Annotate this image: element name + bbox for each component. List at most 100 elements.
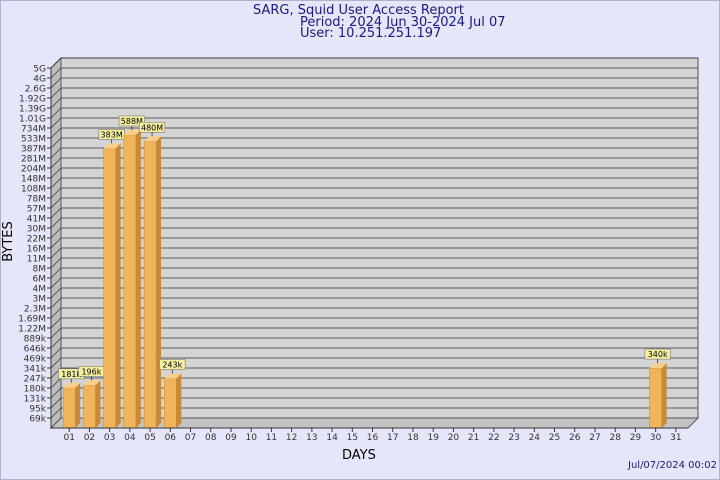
report-user: User: 10.251.251.197 (300, 26, 442, 41)
y-tick-label: 247k (24, 375, 47, 385)
bar-side (661, 363, 667, 428)
y-gridline-side (50, 217, 62, 229)
bar-side (75, 382, 81, 428)
data-label: 383M (101, 130, 123, 139)
data-label-box (644, 348, 671, 360)
y-gridline-side (50, 257, 62, 269)
y-tick-label: 469k (24, 355, 47, 365)
x-tick-label: 20 (448, 433, 460, 443)
y-tick-label: 180k (24, 385, 47, 395)
y-tick-label: 387M (21, 145, 46, 155)
data-label: 340k (648, 350, 668, 359)
generated-timestamp: Jul/07/2024 00:02 (628, 460, 717, 471)
bar-side (135, 129, 141, 428)
y-tick-label: 4G (33, 75, 46, 85)
data-label: 480M (141, 123, 163, 132)
y-tick-label: 30M (27, 225, 46, 235)
y-tick-label: 78M (27, 195, 46, 205)
y-gridline-side (50, 347, 62, 359)
x-tick-label: 21 (468, 433, 479, 443)
x-tick-label: 12 (286, 433, 297, 443)
y-gridline-side (50, 387, 62, 399)
y-tick-label: 204M (21, 165, 46, 175)
x-tick-label: 03 (104, 433, 115, 443)
x-tick-label: 31 (670, 433, 681, 443)
y-gridline-side (50, 297, 62, 309)
bar-top (83, 380, 101, 386)
y-gridline-side (50, 207, 62, 219)
x-axis-label: DAYS (342, 448, 376, 463)
y-gridline-side (50, 337, 62, 349)
y-gridline-side (50, 97, 62, 109)
bar-top (649, 363, 667, 369)
data-label-box (118, 115, 145, 127)
y-gridline-side (50, 167, 62, 179)
y-tick-label: 889k (24, 335, 47, 345)
y-tick-label: 1.39G (19, 105, 46, 115)
y-gridline-side (50, 327, 62, 339)
x-tick-label: 05 (144, 433, 155, 443)
y-gridline-side (50, 397, 62, 409)
y-gridline-side (50, 287, 62, 299)
data-label-box (159, 359, 186, 370)
y-gridline-side (50, 407, 62, 419)
x-tick-label: 25 (549, 433, 560, 443)
x-tick-label: 16 (367, 433, 379, 443)
x-tick-label: 26 (569, 433, 581, 443)
y-gridline-side (50, 277, 62, 289)
bar-top (63, 382, 81, 388)
x-tick-label: 30 (650, 433, 662, 443)
y-tick-label: 22M (27, 235, 46, 245)
y-gridline-side (50, 307, 62, 319)
bar (143, 141, 157, 429)
y-tick-label: 1.69M (18, 315, 46, 325)
y-tick-label: 4M (33, 285, 47, 295)
report-period: Period: 2024 Jun 30-2024 Jul 07 (300, 15, 506, 30)
y-gridline-side (50, 227, 62, 239)
x-tick-label: 06 (165, 433, 177, 443)
y-gridline-side (50, 177, 62, 189)
bar (83, 385, 96, 429)
y-tick-label: 1.92G (19, 95, 46, 105)
x-tick-label: 17 (387, 433, 398, 443)
x-tick-label: 28 (609, 433, 621, 443)
y-tick-label: 6M (33, 275, 47, 285)
bar-side (95, 380, 101, 428)
y-gridline-side (50, 317, 62, 329)
y-gridline-side (50, 357, 62, 369)
y-gridline-side (50, 267, 62, 279)
y-tick-label: 131k (24, 395, 47, 405)
y-tick-label: 2.6G (25, 85, 46, 95)
y-gridline-side (50, 77, 62, 89)
x-tick-label: 11 (266, 433, 277, 443)
y-gridline-side (50, 87, 62, 99)
x-tick-label: 07 (185, 433, 196, 443)
x-tick-label: 01 (63, 433, 74, 443)
y-gridline-side (50, 137, 62, 149)
x-tick-label: 10 (245, 433, 257, 443)
bar-top (164, 373, 182, 379)
bar-top (123, 129, 141, 135)
y-tick-label: 108M (21, 185, 46, 195)
x-tick-label: 23 (508, 433, 519, 443)
x-tick-label: 24 (529, 433, 541, 443)
x-tick-label: 04 (124, 433, 136, 443)
bar (649, 367, 662, 429)
y-tick-label: 11M (27, 255, 46, 265)
y-gridline-side (50, 57, 62, 69)
y-gridline-side (50, 147, 62, 159)
bar (103, 148, 116, 429)
y-tick-label: 3M (33, 295, 47, 305)
x-tick-label: 09 (225, 433, 237, 443)
y-tick-label: 646k (24, 345, 47, 355)
data-label: 196k (81, 367, 101, 376)
x-tick-label: 14 (326, 433, 338, 443)
bar-top (103, 143, 121, 149)
y-gridline-side (50, 197, 62, 209)
bar-side (115, 143, 121, 429)
data-label-box (98, 129, 125, 140)
y-gridline-side (50, 187, 62, 199)
data-label-box (138, 121, 166, 133)
bar (123, 134, 137, 429)
